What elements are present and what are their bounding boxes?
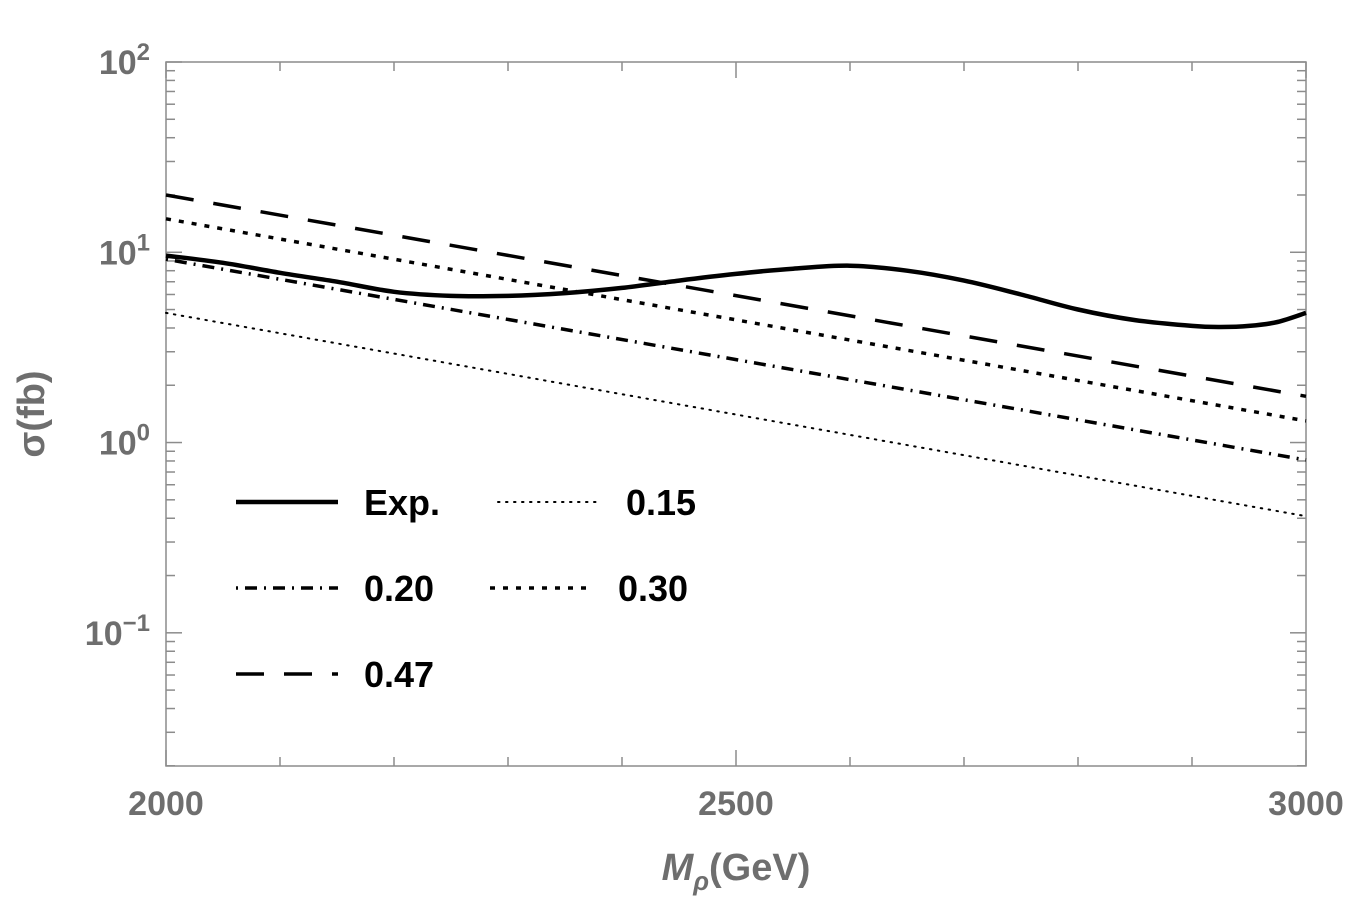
legend-label-047: 0.47 [364, 654, 434, 695]
y-tick-labels: 102 101 100 10−1 [85, 39, 150, 653]
plot-frame [165, 61, 1307, 767]
x-axis-title-main: M [662, 847, 695, 889]
x-tick-labels: 2000 2500 3000 [128, 785, 1344, 823]
curves [165, 193, 1307, 518]
series-line-Exp [165, 253, 1307, 330]
axis-ticks [165, 61, 1307, 767]
series-line-047 [165, 193, 1307, 399]
y-tick-label: 102 [99, 39, 150, 82]
series-line-015 [165, 311, 1307, 518]
x-axis-title-unit: (GeV) [709, 847, 810, 889]
y-tick-label: 10−1 [85, 610, 150, 653]
y-tick-label: 100 [99, 420, 150, 463]
x-axis-title-sub: ρ [692, 866, 709, 896]
legend: Exp. 0.15 0.20 0.30 0.47 [236, 482, 696, 695]
x-tick-label: 2000 [128, 785, 204, 823]
y-tick-label: 101 [99, 229, 150, 272]
legend-label-exp: Exp. [364, 482, 440, 523]
series-line-030 [165, 217, 1307, 423]
legend-label-015: 0.15 [626, 482, 696, 523]
legend-label-020: 0.20 [364, 568, 434, 609]
y-axis-title: σ(fb) [11, 370, 53, 457]
x-axis-title: Mρ(GeV) [662, 847, 811, 896]
x-tick-label: 2500 [698, 785, 774, 823]
x-tick-label: 3000 [1268, 785, 1344, 823]
series-line-020 [165, 257, 1307, 462]
legend-label-030: 0.30 [618, 568, 688, 609]
